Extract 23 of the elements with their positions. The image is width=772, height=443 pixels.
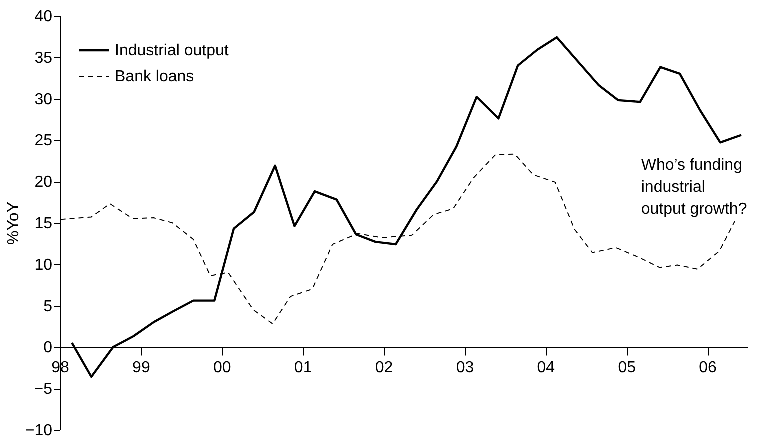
y-tick-label: 30	[34, 91, 53, 108]
x-tick-label: 99	[132, 360, 150, 377]
y-tick-label: 20	[34, 174, 53, 192]
y-tick-label: −10	[25, 422, 53, 440]
y-tick-label: 0	[44, 340, 53, 357]
y-axis-title: %YoY	[5, 202, 22, 245]
x-tick-label: 06	[699, 360, 718, 377]
y-tick-label: 40	[34, 8, 53, 26]
y-tick-label: −5	[34, 381, 53, 398]
legend-label: Industrial output	[115, 42, 230, 60]
x-tick-label: 02	[375, 360, 394, 377]
y-tick-label: 25	[34, 132, 53, 150]
x-tick-label: 04	[537, 360, 556, 377]
annotation: Who’s funding industrial output growth?	[641, 156, 748, 218]
x-tick-label: 05	[618, 360, 636, 377]
y-tick-label: 5	[44, 298, 53, 316]
y-tick-label: 35	[34, 50, 53, 67]
x-tick-label: 00	[213, 360, 232, 377]
y-tick-label: 15	[34, 216, 53, 232]
x-tick-label: 03	[456, 360, 474, 377]
y-tick-label: 10	[34, 256, 53, 274]
x-tick-label: 01	[294, 360, 312, 377]
legend-label: Bank loans	[115, 68, 194, 86]
